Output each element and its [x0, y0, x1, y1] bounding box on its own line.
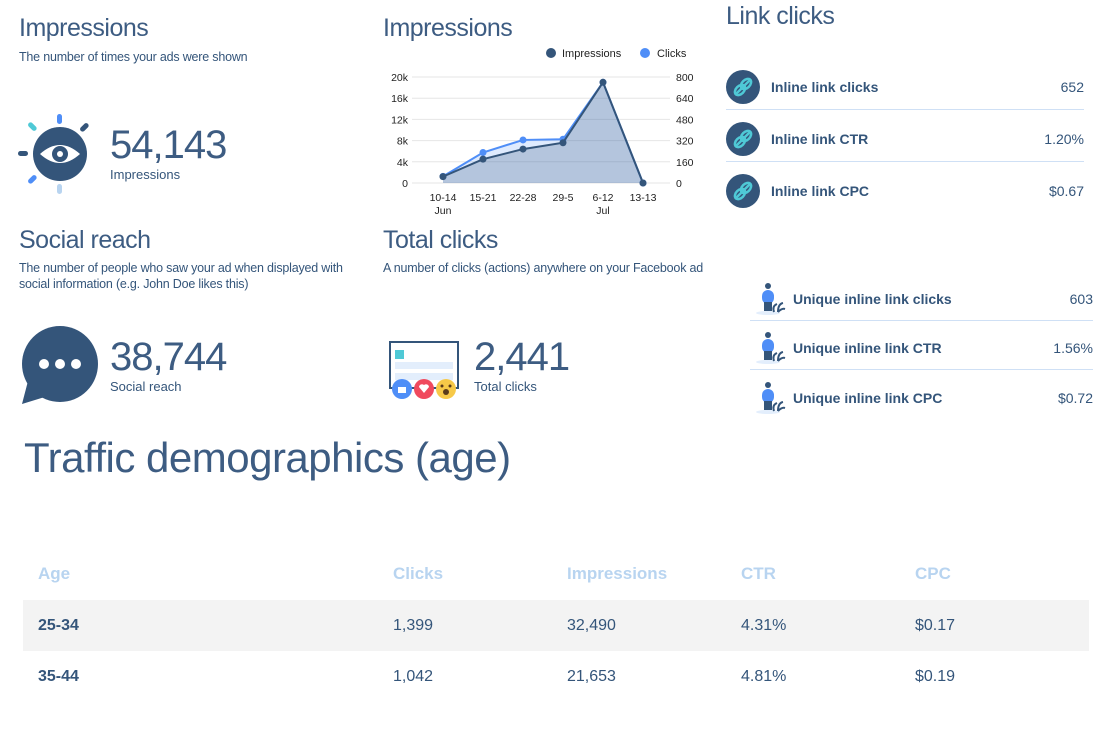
- demographics-title: Traffic demographics (age): [24, 434, 511, 481]
- speech-bubble-icon: [22, 326, 98, 404]
- y-right-tick-label: 640: [676, 93, 694, 105]
- table-cell: 35-44: [38, 667, 79, 685]
- metric-label: Inline link clicks: [771, 79, 879, 95]
- link-icon: [726, 121, 760, 156]
- metric-label: Unique inline link clicks: [793, 291, 952, 307]
- y-right-tick-label: 320: [676, 136, 694, 148]
- metric-label: Inline link CPC: [771, 182, 870, 199]
- impressions-value: 54,143: [110, 123, 227, 167]
- table-cell: 1,399: [393, 600, 567, 651]
- table-row: 35-44 1,042 21,653 4.81% $0.19: [23, 651, 1089, 702]
- metric-value: 1.56%: [1053, 340, 1093, 357]
- series-line-impressions: [442, 80, 644, 184]
- y-left-tick-label: 20k: [391, 72, 409, 84]
- social-reach-title: Social reach: [19, 226, 151, 254]
- link-clicks-title: Link clicks: [726, 2, 835, 30]
- legend-marker-impressions: [546, 48, 556, 58]
- table-row: 25-34 1,399 32,490 4.31% $0.17: [23, 600, 1089, 651]
- x-tick-label: 13-13: [630, 192, 657, 204]
- series-area-impressions: [443, 82, 643, 183]
- metric-value: 652: [1060, 79, 1084, 95]
- column-header[interactable]: CPC: [915, 564, 951, 583]
- total-clicks-title: Total clicks: [383, 226, 498, 254]
- impressions-value-label: Impressions: [110, 167, 181, 182]
- x-tick-label: 6-12: [592, 192, 613, 204]
- data-point-clicks: [479, 149, 487, 157]
- description-line: social information (e.g. John Doe likes …: [19, 277, 249, 291]
- unique-link-metric-row: Unique inline link CPC $0.72: [750, 377, 1093, 420]
- metric-label: Inline link CTR: [771, 130, 869, 147]
- y-right-tick-label: 160: [676, 157, 694, 169]
- x-tick-label: 10-14: [430, 192, 457, 204]
- y-left-tick-label: 12k: [391, 114, 409, 126]
- link-icon: [726, 173, 760, 208]
- demographics-table: Age Clicks Impressions CTR CPC 25-34 1,399 32,…: [23, 548, 1089, 702]
- total-clicks-description: A number of clicks (actions) anywhere on…: [383, 261, 704, 275]
- data-point-impressions: [599, 78, 607, 86]
- data-point-impressions: [439, 173, 447, 181]
- data-point-impressions: [519, 145, 527, 153]
- table-cell: 21,653: [567, 667, 616, 685]
- series-area-clicks: [443, 82, 643, 183]
- data-point-impressions: [559, 139, 567, 147]
- link-metric-row: Inline link clicks 652: [726, 65, 1084, 110]
- social-reach-description: The number of people who saw your ad whe…: [19, 260, 343, 292]
- link-icon: [726, 70, 760, 104]
- table-cell: 1,042: [393, 667, 434, 685]
- y-left-tick-label: 4k: [397, 157, 409, 169]
- legend-marker-clicks: [640, 48, 650, 58]
- unique-link-metric-row: Unique inline link CTR 1.56%: [750, 327, 1093, 371]
- y-right-tick-label: 480: [676, 114, 694, 126]
- table-cell: 4.31%: [741, 600, 915, 651]
- table-cell: $0.17: [915, 600, 1089, 651]
- link-metric-row: Inline link CTR 1.20%: [726, 117, 1084, 162]
- total-clicks-value: 2,441: [474, 335, 570, 379]
- person-plant-icon: [756, 283, 786, 315]
- person-plant-icon: [756, 332, 786, 365]
- description-line: The number of people who saw your ad whe…: [19, 261, 343, 275]
- metric-value: $0.67: [1048, 182, 1084, 199]
- y-left-tick-label: 0: [402, 178, 408, 190]
- y-left-tick-label: 8k: [397, 136, 409, 148]
- x-tick-label: 15-21: [470, 192, 497, 204]
- data-point-clicks: [519, 136, 527, 144]
- legend-label-impressions: Impressions: [562, 48, 622, 60]
- x-tick-label: 22-28: [510, 192, 537, 204]
- data-point-impressions: [639, 179, 647, 187]
- table-cell: 25-34: [23, 600, 393, 651]
- metric-label: Unique inline link CTR: [793, 340, 942, 357]
- x-tick-sublabel: Jul: [596, 205, 609, 215]
- impressions-description: The number of times your ads were shown: [19, 50, 248, 64]
- eye-icon: [18, 114, 89, 194]
- column-header[interactable]: Impressions: [567, 564, 668, 583]
- x-tick-sublabel: Jun: [435, 205, 452, 215]
- table-cell: $0.19: [915, 667, 956, 685]
- legend-label-clicks: Clicks: [657, 48, 687, 60]
- y-left-tick-label: 16k: [391, 93, 409, 105]
- social-reach-value: 38,744: [110, 335, 227, 379]
- table-cell: 4.81%: [741, 667, 787, 685]
- person-plant-icon: [756, 382, 786, 415]
- metric-value: $0.72: [1057, 390, 1093, 407]
- table-header-row: Age Clicks Impressions CTR CPC: [23, 548, 1089, 600]
- column-header[interactable]: Clicks: [393, 564, 444, 583]
- table-cell: 32,490: [567, 600, 741, 651]
- x-tick-label: 29-5: [552, 192, 573, 204]
- metric-value: 603: [1069, 291, 1093, 307]
- unique-link-metric-row: Unique inline link clicks 603: [750, 278, 1093, 321]
- y-right-tick-label: 0: [676, 178, 682, 190]
- column-header[interactable]: Age: [38, 564, 71, 583]
- column-header[interactable]: CTR: [741, 564, 776, 583]
- metric-value: 1.20%: [1044, 130, 1084, 147]
- impressions-title: Impressions: [19, 14, 149, 42]
- social-reach-value-label: Social reach: [110, 379, 182, 394]
- y-right-tick-label: 800: [676, 72, 694, 84]
- metric-label: Unique inline link CPC: [793, 390, 943, 407]
- facebook-post-reactions-icon: [389, 341, 459, 399]
- data-point-impressions: [479, 155, 487, 163]
- total-clicks-value-label: Total clicks: [474, 379, 537, 394]
- link-metric-row: Inline link CPC $0.67: [726, 168, 1084, 213]
- chart-title: Impressions: [383, 14, 513, 42]
